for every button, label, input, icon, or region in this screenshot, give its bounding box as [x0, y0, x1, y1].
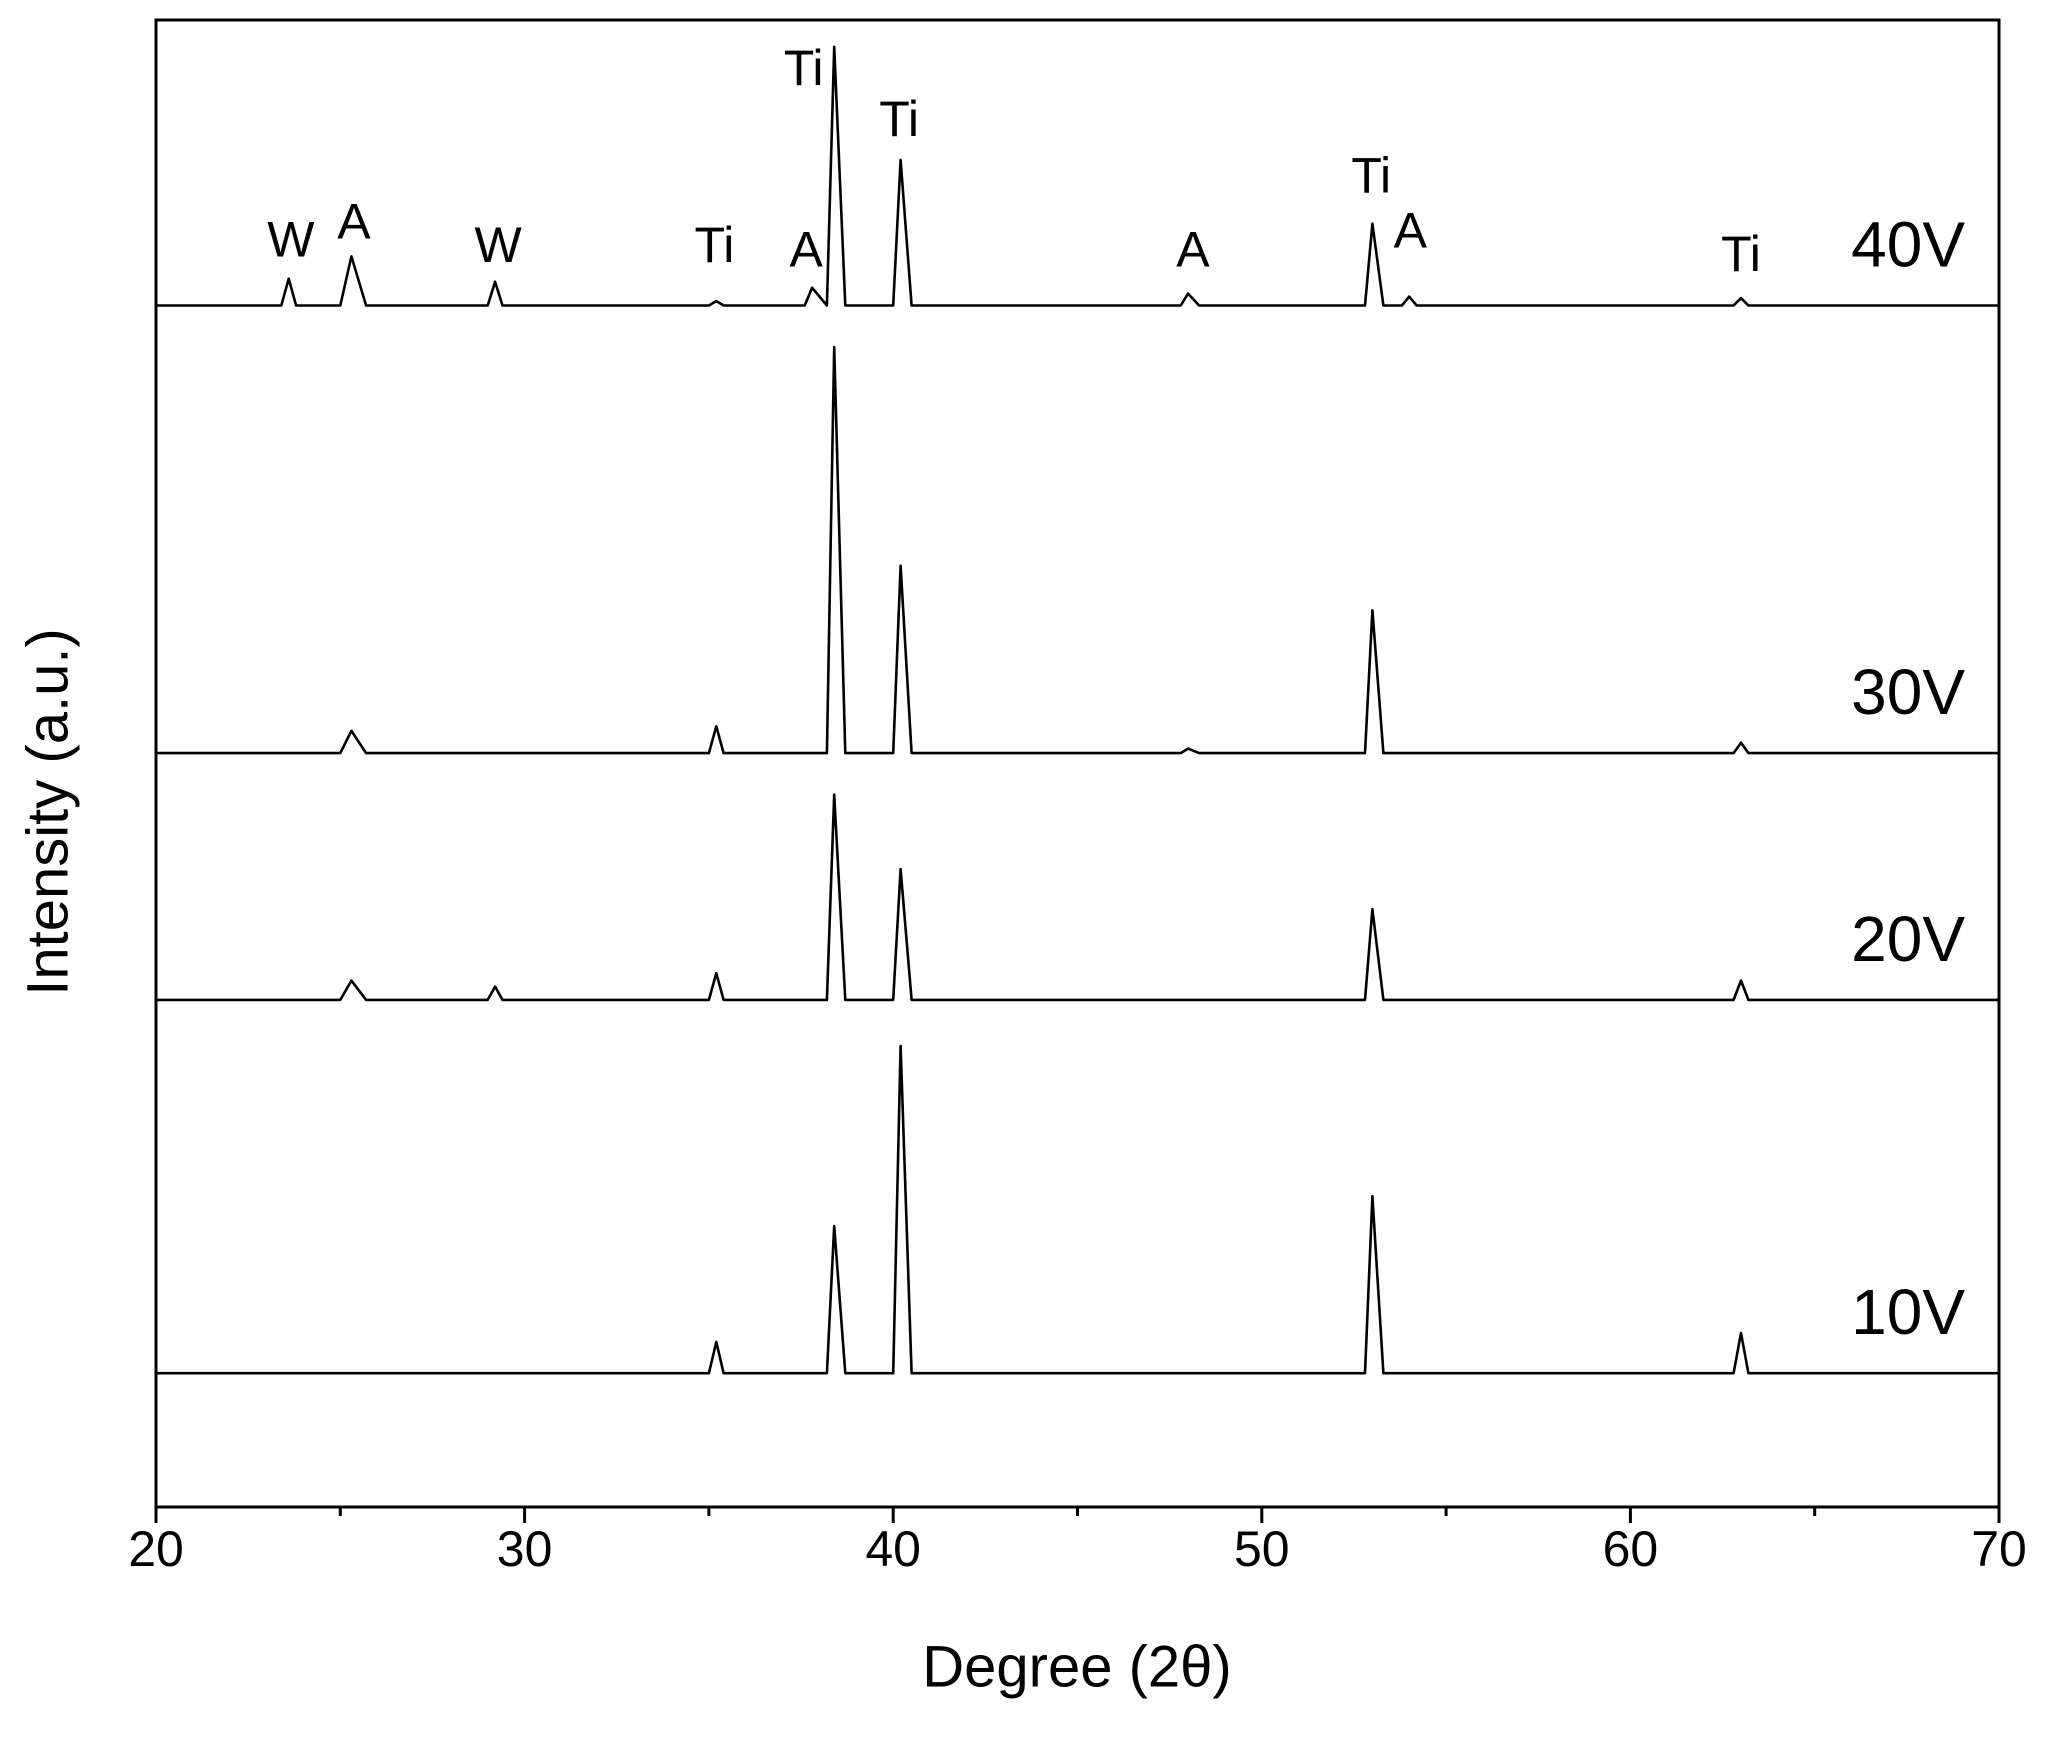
- x-tick-label: 20: [128, 1521, 184, 1577]
- peak-annotation: A: [337, 193, 371, 249]
- x-axis-title: Degree (2θ): [922, 1634, 1231, 1699]
- peak-annotation: A: [790, 222, 824, 278]
- y-axis-title: Intensity (a.u.): [15, 628, 80, 995]
- peak-annotation: Ti: [1721, 226, 1761, 282]
- x-tick-label: 30: [497, 1521, 553, 1577]
- xrd-pattern: [156, 793, 1999, 1002]
- xrd-pattern: [156, 45, 1999, 307]
- x-tick-label: 60: [1603, 1521, 1659, 1577]
- x-tick-label: 50: [1234, 1521, 1290, 1577]
- series-label: 20V: [1851, 903, 1965, 975]
- peak-annotation: A: [1176, 222, 1210, 278]
- xrd-pattern: [156, 345, 1999, 755]
- peak-annotation: Ti: [879, 91, 919, 147]
- xrd-pattern: [156, 1044, 1999, 1375]
- peak-annotation: Ti: [784, 40, 824, 96]
- peak-annotation: W: [267, 211, 315, 267]
- peak-annotation: Ti: [1351, 147, 1391, 203]
- series-label: 40V: [1851, 208, 1965, 280]
- series-label: 30V: [1851, 656, 1965, 728]
- x-tick-label: 40: [865, 1521, 921, 1577]
- x-tick-label: 70: [1971, 1521, 2027, 1577]
- peak-annotation: Ti: [695, 217, 735, 273]
- peak-annotation: W: [474, 217, 522, 273]
- peak-annotation: A: [1394, 202, 1428, 258]
- series-label: 10V: [1851, 1276, 1965, 1348]
